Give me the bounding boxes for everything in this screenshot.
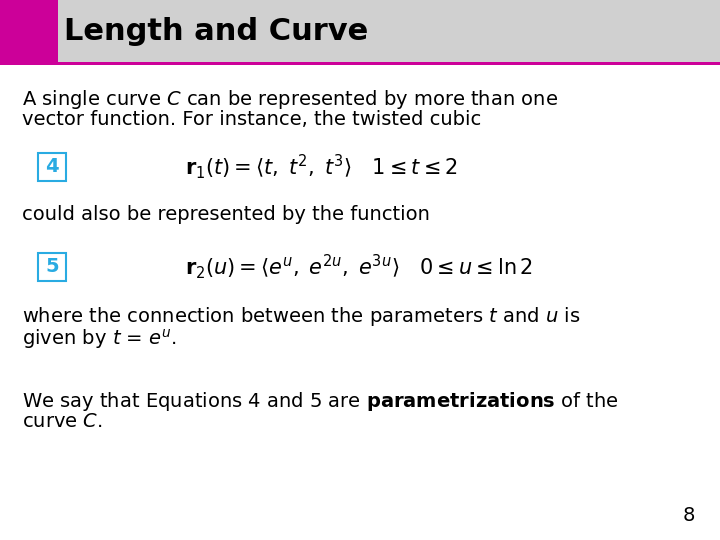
Text: Length and Curve: Length and Curve (64, 17, 368, 46)
Text: given by $t$ = $e^u$.: given by $t$ = $e^u$. (22, 327, 176, 351)
Bar (0, 0, 58, 62)
Text: $\mathbf{r}_1(t) = \langle t,\; t^2,\; t^3\rangle \quad 1 \leq t \leq 2$: $\mathbf{r}_1(t) = \langle t,\; t^2,\; t… (185, 153, 458, 181)
FancyBboxPatch shape (38, 153, 66, 181)
Text: could also be represented by the function: could also be represented by the functio… (22, 205, 430, 224)
Text: 4: 4 (45, 158, 59, 177)
Bar (0, 62, 720, 65)
Bar (0, 0, 720, 62)
Text: vector function. For instance, the twisted cubic: vector function. For instance, the twist… (22, 110, 481, 129)
Text: curve $C$.: curve $C$. (22, 412, 102, 431)
Text: where the connection between the parameters $t$ and $u$ is: where the connection between the paramet… (22, 305, 580, 328)
Text: 5: 5 (45, 258, 59, 276)
Text: $\mathbf{r}_2(u) = \langle e^u,\; e^{2u},\; e^{3u}\rangle \quad 0 \leq u \leq \l: $\mathbf{r}_2(u) = \langle e^u,\; e^{2u}… (185, 253, 533, 281)
FancyBboxPatch shape (38, 253, 66, 281)
Text: A single curve $C$ can be represented by more than one: A single curve $C$ can be represented by… (22, 88, 558, 111)
Text: 8: 8 (683, 506, 695, 525)
Text: We say that Equations 4 and 5 are $\mathbf{parametrizations}$ of the: We say that Equations 4 and 5 are $\math… (22, 390, 618, 413)
